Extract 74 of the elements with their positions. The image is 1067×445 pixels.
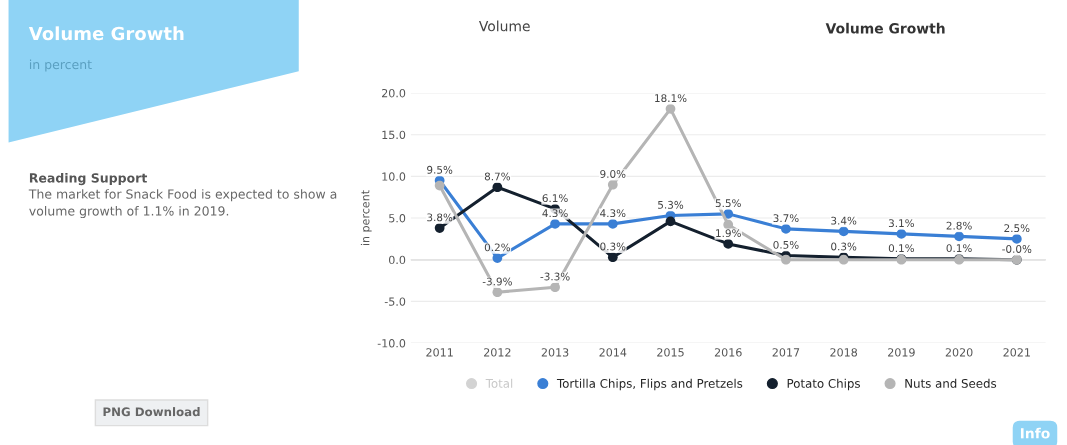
x-tick-label: 2017 <box>772 348 800 357</box>
data-label: 0.3% <box>831 242 857 251</box>
text: Volume Growth <box>825 22 945 34</box>
data-label: 3.1% <box>888 219 915 228</box>
y-tick-label: -5.0 <box>384 297 406 306</box>
x-tick-label: 2014 <box>599 348 627 357</box>
point <box>607 179 618 190</box>
data-label: 3.7% <box>773 214 799 223</box>
point <box>723 239 734 249</box>
data-label: 4.3% <box>542 209 568 218</box>
text: Volume <box>478 20 530 32</box>
point <box>954 231 964 242</box>
data-label: 0.1% <box>888 244 915 253</box>
point <box>896 229 907 239</box>
y-tick-label: 15.0 <box>382 130 406 140</box>
x-tick-label: 2011 <box>426 348 453 357</box>
data-label: 4.3% <box>600 209 626 218</box>
point <box>550 219 560 229</box>
data-label: 0.3% <box>600 242 626 251</box>
point <box>781 224 791 234</box>
data-label: 2.5% <box>1004 224 1030 233</box>
point <box>492 182 503 193</box>
text: Info <box>1020 427 1050 439</box>
data-label: 0.1% <box>946 244 972 253</box>
data-label: 6.1% <box>542 194 568 203</box>
data-label: 9.5% <box>427 165 453 174</box>
x-tick-label: 2021 <box>1003 348 1030 357</box>
text: PNG Download <box>103 407 200 417</box>
data-label: 3.8% <box>427 213 453 222</box>
data-label: -3.9% <box>482 277 512 286</box>
text: Reading Support <box>29 172 148 186</box>
point <box>838 226 849 237</box>
x-tick-label: 2020 <box>945 348 973 357</box>
data-label: 0.5% <box>773 240 799 249</box>
legend-label: Nuts and Seeds <box>905 378 997 388</box>
x-tick-label: 2015 <box>657 348 684 357</box>
point <box>1011 234 1022 244</box>
data-label: 3.4% <box>831 216 857 225</box>
point <box>607 219 618 229</box>
data-label: 8.7% <box>484 172 511 181</box>
point <box>492 253 503 263</box>
data-label: 18.1% <box>655 94 687 103</box>
data-label: -3.3% <box>540 272 570 281</box>
y-tick-label: 5.0 <box>389 214 406 223</box>
x-tick-label: 2013 <box>541 348 569 357</box>
data-label: 5.5% <box>715 199 741 208</box>
y-tick-label: 10.0 <box>382 172 406 181</box>
point <box>665 103 676 114</box>
data-label: 2.8% <box>946 221 972 230</box>
y-tick-label: 20.0 <box>382 88 406 98</box>
y-tick-label: -10.0 <box>377 339 406 348</box>
x-tick-label: 2012 <box>484 348 511 357</box>
y-tick-label: 0.0 <box>389 255 406 265</box>
point <box>781 254 791 265</box>
y-axis-title: in percent <box>360 190 372 246</box>
data-label: 5.3% <box>658 200 684 209</box>
point <box>434 223 445 233</box>
x-tick-label: 2016 <box>714 348 742 357</box>
point <box>434 180 445 191</box>
legend-label: Tortilla Chips, Flips and Pretzels <box>556 378 743 391</box>
legend-label: Potato Chips <box>787 378 860 391</box>
x-tick-label: 2018 <box>830 348 858 357</box>
point <box>550 282 560 293</box>
data-label: 1.9% <box>716 229 741 238</box>
data-label: -0.0% <box>1002 245 1032 253</box>
point <box>492 287 503 298</box>
point <box>665 216 676 227</box>
point <box>607 252 618 263</box>
text: Volume Growth <box>28 26 184 41</box>
point <box>723 219 734 230</box>
text: The market for Snack Food is expected to show a volume growth of 1.1% in 2019. <box>28 189 337 219</box>
data-label: 0.2% <box>484 243 511 252</box>
data-label: 9.0% <box>600 170 626 178</box>
x-tick-label: 2019 <box>888 348 915 357</box>
